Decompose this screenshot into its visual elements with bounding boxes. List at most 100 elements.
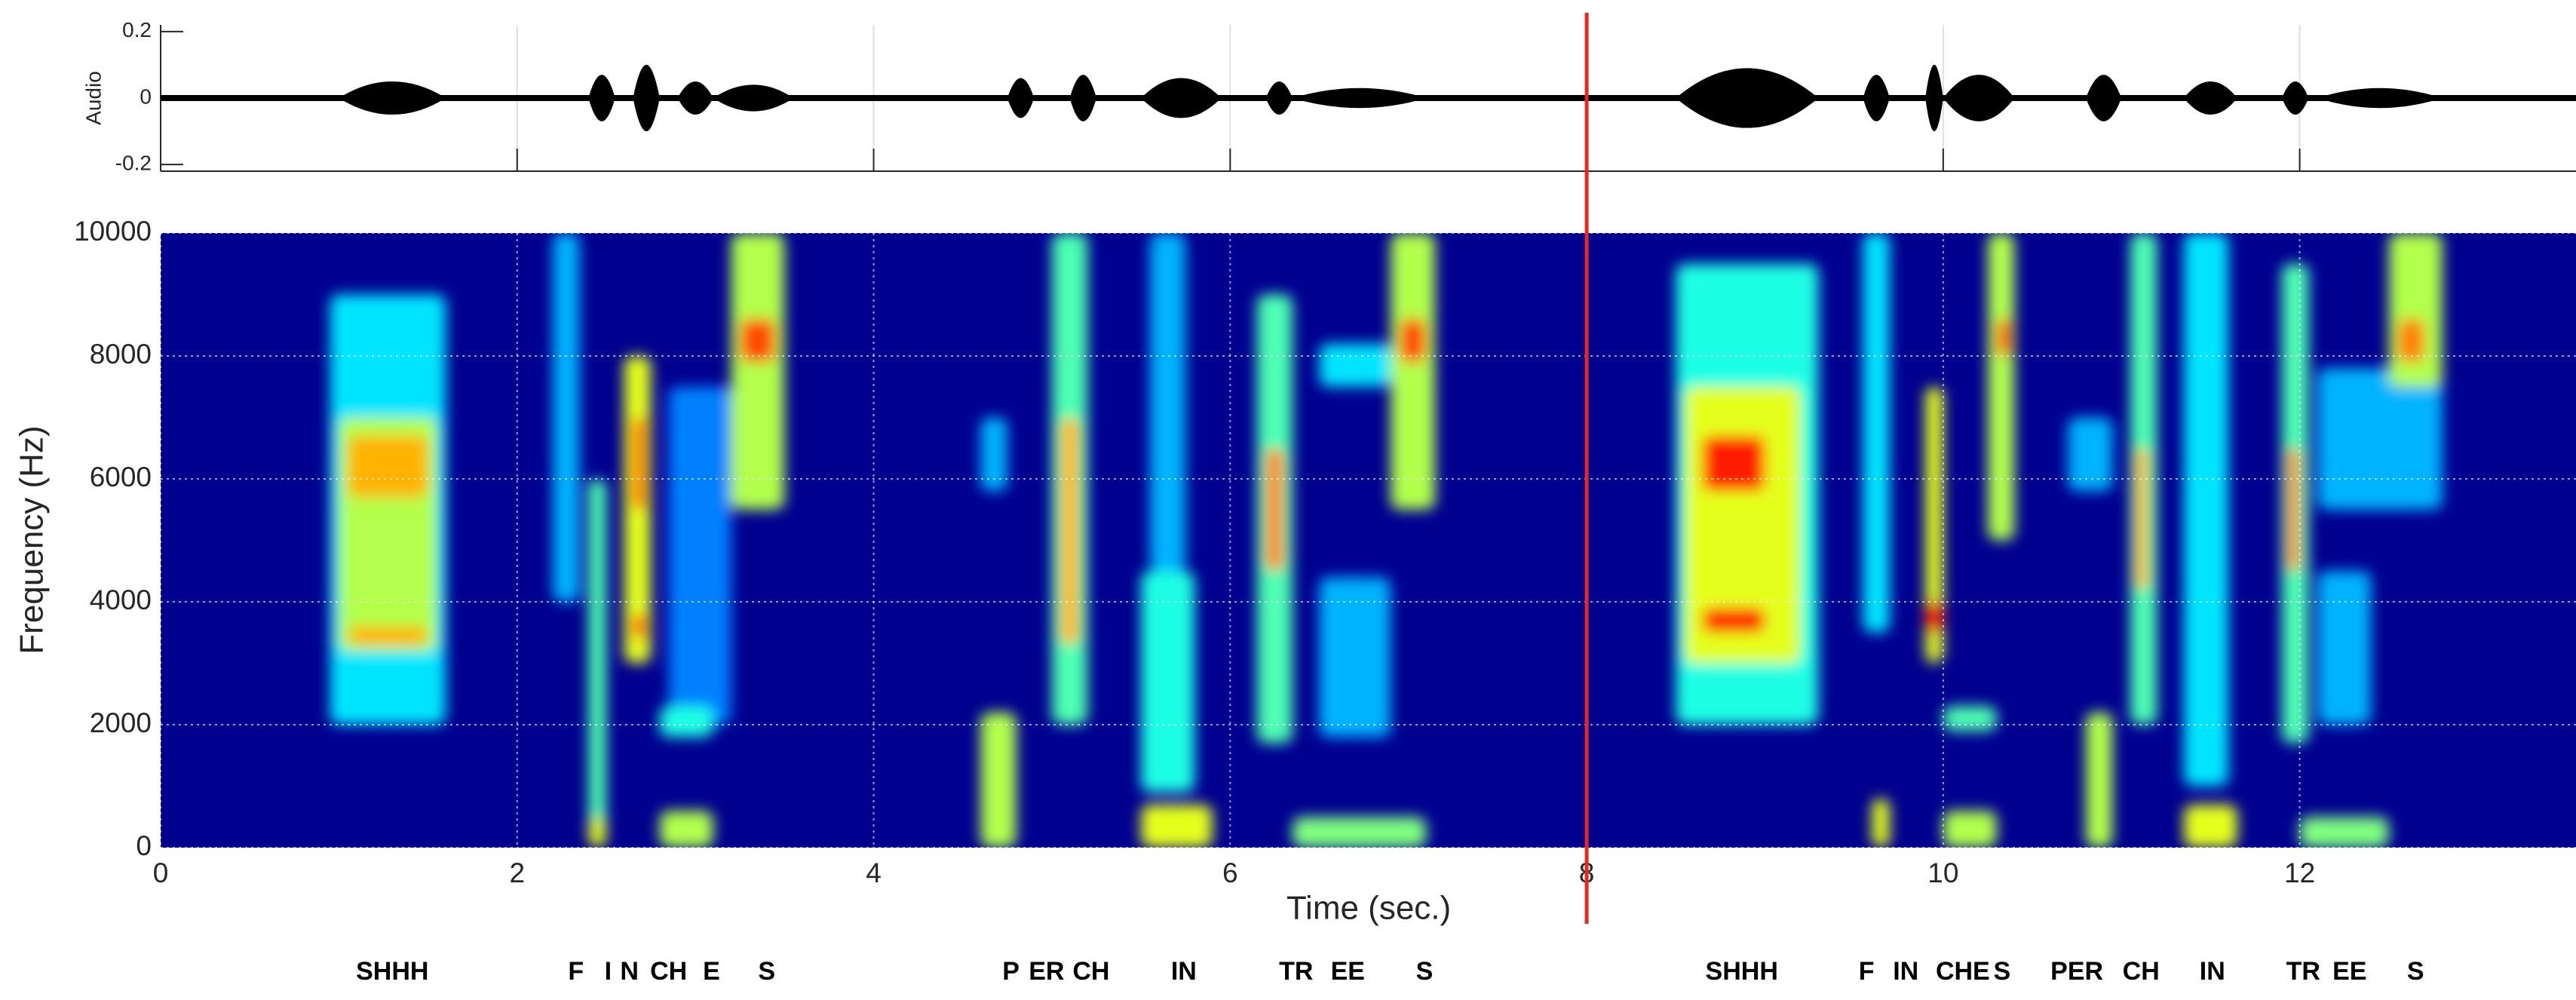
x-tick-label: 10 [1927, 857, 1958, 888]
spectrogram-blob [2136, 448, 2148, 590]
y-tick-label: 10000 [74, 216, 152, 247]
spectrogram-blob [1702, 608, 1765, 633]
waveform-envelope [633, 64, 660, 132]
waveform-envelope [1007, 78, 1035, 118]
waveform-envelope [2281, 81, 2309, 115]
spectrogram-blob [588, 479, 606, 836]
waveform-envelope [677, 81, 713, 115]
spectrogram-blob [1702, 435, 1765, 492]
spectrogram-blob [633, 417, 646, 510]
spectrogram-blob [740, 319, 776, 363]
spectrogram-blob [731, 233, 785, 510]
waveform-envelope [1069, 75, 1097, 121]
waveform-y-label: Audio [81, 71, 105, 125]
phoneme-label: S [2407, 957, 2424, 986]
waveform-envelope [1676, 68, 1819, 128]
spectrogram-blob [1987, 233, 2015, 541]
spectrogram-blob [633, 614, 646, 639]
spectrogram-blob [2183, 804, 2237, 848]
phoneme-label: IN [1171, 957, 1197, 986]
phoneme-label: SHHH [356, 957, 428, 986]
spectrogram-blob [1925, 602, 1943, 633]
spectrogram-blob [2299, 817, 2389, 848]
phoneme-label: EE [1331, 957, 1365, 986]
y-tick-label: 4000 [90, 584, 152, 615]
spectrogram-blob [553, 233, 580, 602]
phoneme-label: ER [1029, 957, 1064, 986]
spectrogram-blob [1943, 706, 1997, 732]
spectrogram-blob [1141, 804, 1213, 848]
phoneme-label: CH [2123, 957, 2160, 986]
phoneme-label: SHHH [1706, 957, 1778, 986]
y-axis-label: Frequency (Hz) [14, 425, 51, 654]
phoneme-label: CH [1072, 957, 1109, 986]
waveform-envelope [1925, 64, 1943, 132]
waveform-envelope [339, 81, 446, 115]
phoneme-label: S [1994, 957, 2011, 986]
spectrogram-blob [1265, 448, 1284, 572]
phoneme-label: IN [1893, 957, 1918, 986]
phoneme-label: IN [2200, 957, 2225, 986]
spectrogram-blob [2388, 233, 2443, 387]
spectrogram-blob [1943, 811, 1997, 848]
waveform-envelope [713, 84, 794, 112]
spectrogram-blob [668, 386, 731, 725]
phoneme-label: F [568, 957, 584, 986]
y-tick-label: 8000 [90, 339, 152, 370]
spectrogram-blob [1863, 233, 1890, 633]
spectrogram-blob [2397, 319, 2425, 363]
spectrogram-blob [2317, 571, 2372, 725]
phoneme-label: CH [650, 957, 687, 986]
spectrogram-blob [1060, 417, 1079, 646]
phoneme-label: N [620, 957, 639, 986]
spectrogram-blob [2085, 712, 2113, 848]
phoneme-label: TR [1279, 957, 1313, 986]
spectrogram-blob [1319, 577, 1391, 738]
spectrogram-blob [659, 706, 713, 738]
waveform-envelope [1863, 75, 1890, 121]
spectrogram-blob [2068, 417, 2113, 492]
phoneme-label: I [605, 957, 612, 986]
x-tick-label: 0 [153, 857, 169, 888]
y-tick-label: 0 [140, 84, 152, 108]
x-tick-label: 4 [866, 857, 882, 888]
waveform-envelope [1293, 87, 1427, 109]
spectrogram-blob [1391, 233, 1436, 510]
spectrogram-blob [348, 626, 428, 646]
spectrogram-blob [1872, 798, 1890, 848]
spectrogram-image [330, 233, 2443, 848]
phoneme-label: S [758, 957, 775, 986]
spectrogram-blob [1925, 386, 1943, 664]
x-tick-label: 6 [1222, 857, 1238, 888]
phoneme-label: EE [2332, 957, 2366, 986]
waveform-envelope [2183, 81, 2237, 115]
waveform-envelope [588, 75, 615, 121]
spectrogram-blob [2287, 448, 2300, 572]
y-tick-label: 0.2 [122, 18, 152, 41]
phoneme-label: E [703, 957, 720, 986]
waveform-envelope [1943, 75, 2015, 121]
y-tick-label: -0.2 [115, 152, 152, 175]
spectrogram-blob [1149, 233, 1186, 572]
waveform-envelope [1141, 78, 1222, 118]
phoneme-label: TR [2286, 957, 2320, 986]
spectrogram-blob [1141, 571, 1195, 793]
x-tick-label: 12 [2284, 857, 2315, 888]
spectrogram-blob [1399, 319, 1427, 363]
spectrogram-blob [1319, 343, 1391, 387]
phoneme-label: F [1859, 957, 1875, 986]
phoneme-label: P [1002, 957, 1020, 986]
y-tick-label: 0 [136, 830, 152, 861]
spectrogram-blob [659, 811, 713, 848]
spectrogram-blob [2317, 368, 2443, 510]
x-tick-label: 2 [509, 857, 525, 888]
waveform-envelope [2317, 87, 2443, 109]
spectrogram-blob [980, 417, 1007, 492]
spectrogram-blob [2183, 233, 2229, 787]
y-tick-label: 6000 [90, 462, 152, 492]
waveform-envelope [1265, 81, 1293, 115]
spectrogram-blob [1996, 319, 2011, 356]
x-axis-label: Time (sec.) [1286, 890, 1451, 927]
